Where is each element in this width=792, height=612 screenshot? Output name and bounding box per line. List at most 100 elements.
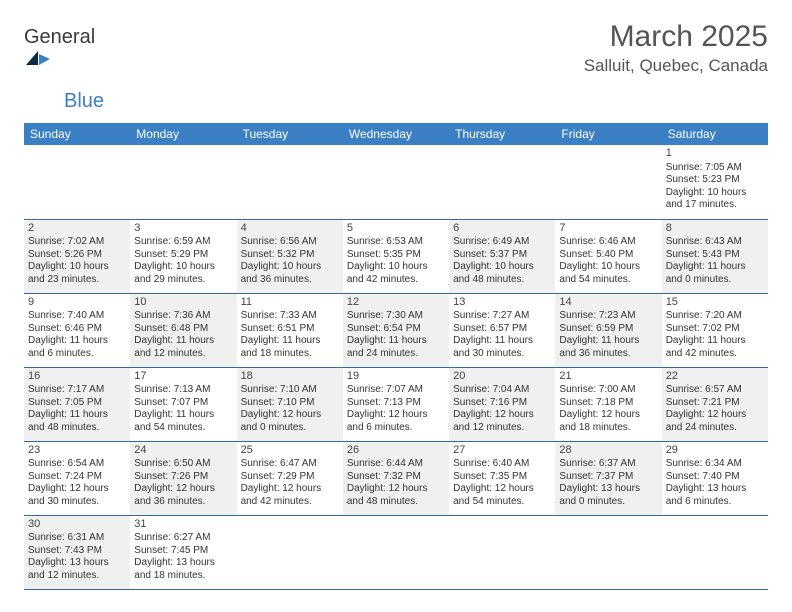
sunset-line: Sunset: 5:37 PM xyxy=(453,249,551,262)
daylight-line: Daylight: 11 hours and 18 minutes. xyxy=(241,335,339,360)
day-number: 20 xyxy=(453,370,551,384)
calendar-cell: 24Sunrise: 6:50 AMSunset: 7:26 PMDayligh… xyxy=(130,441,236,515)
day-number: 22 xyxy=(666,370,764,384)
sunrise-line: Sunrise: 7:05 AM xyxy=(666,162,764,175)
calendar-cell: 1Sunrise: 7:05 AMSunset: 5:23 PMDaylight… xyxy=(662,145,768,219)
sunrise-line: Sunrise: 7:13 AM xyxy=(134,384,232,397)
day-number: 10 xyxy=(134,296,232,310)
calendar-cell: 15Sunrise: 7:20 AMSunset: 7:02 PMDayligh… xyxy=(662,293,768,367)
daylight-line: Daylight: 11 hours and 42 minutes. xyxy=(666,335,764,360)
calendar-cell: 10Sunrise: 7:36 AMSunset: 6:48 PMDayligh… xyxy=(130,293,236,367)
sunrise-line: Sunrise: 7:27 AM xyxy=(453,310,551,323)
calendar-row: 1Sunrise: 7:05 AMSunset: 5:23 PMDaylight… xyxy=(24,145,768,219)
sunset-line: Sunset: 6:54 PM xyxy=(347,323,445,336)
calendar-cell: 30Sunrise: 6:31 AMSunset: 7:43 PMDayligh… xyxy=(24,515,130,589)
sunset-line: Sunset: 6:59 PM xyxy=(559,323,657,336)
sunset-line: Sunset: 7:21 PM xyxy=(666,397,764,410)
sunset-line: Sunset: 7:35 PM xyxy=(453,471,551,484)
day-cell: 14Sunrise: 7:23 AMSunset: 6:59 PMDayligh… xyxy=(555,294,661,367)
calendar-cell: 7Sunrise: 6:46 AMSunset: 5:40 PMDaylight… xyxy=(555,219,661,293)
calendar-cell: 6Sunrise: 6:49 AMSunset: 5:37 PMDaylight… xyxy=(449,219,555,293)
sunrise-line: Sunrise: 6:44 AM xyxy=(347,458,445,471)
daylight-line: Daylight: 11 hours and 24 minutes. xyxy=(347,335,445,360)
daylight-line: Daylight: 12 hours and 54 minutes. xyxy=(453,483,551,508)
weekday-header-row: Sunday Monday Tuesday Wednesday Thursday… xyxy=(24,123,768,145)
sunset-line: Sunset: 6:48 PM xyxy=(134,323,232,336)
calendar-row: 30Sunrise: 6:31 AMSunset: 7:43 PMDayligh… xyxy=(24,515,768,589)
daylight-line: Daylight: 12 hours and 24 minutes. xyxy=(666,409,764,434)
logo-text: General Blue xyxy=(24,26,104,113)
daylight-line: Daylight: 13 hours and 18 minutes. xyxy=(134,557,232,582)
logo-blue: Blue xyxy=(64,90,104,112)
sunset-line: Sunset: 7:29 PM xyxy=(241,471,339,484)
day-cell: 18Sunrise: 7:10 AMSunset: 7:10 PMDayligh… xyxy=(237,368,343,441)
calendar-cell xyxy=(555,145,661,219)
day-cell: 25Sunrise: 6:47 AMSunset: 7:29 PMDayligh… xyxy=(237,442,343,515)
calendar-cell xyxy=(343,515,449,589)
sunset-line: Sunset: 5:35 PM xyxy=(347,249,445,262)
sunrise-line: Sunrise: 7:02 AM xyxy=(28,236,126,249)
day-cell: 24Sunrise: 6:50 AMSunset: 7:26 PMDayligh… xyxy=(130,442,236,515)
sunrise-line: Sunrise: 6:31 AM xyxy=(28,532,126,545)
sunset-line: Sunset: 6:57 PM xyxy=(453,323,551,336)
sunset-line: Sunset: 7:18 PM xyxy=(559,397,657,410)
sunrise-line: Sunrise: 6:53 AM xyxy=(347,236,445,249)
day-number: 21 xyxy=(559,370,657,384)
daylight-line: Daylight: 10 hours and 48 minutes. xyxy=(453,261,551,286)
day-cell: 6Sunrise: 6:49 AMSunset: 5:37 PMDaylight… xyxy=(449,220,555,293)
calendar-cell: 31Sunrise: 6:27 AMSunset: 7:45 PMDayligh… xyxy=(130,515,236,589)
daylight-line: Daylight: 12 hours and 42 minutes. xyxy=(241,483,339,508)
sunset-line: Sunset: 7:13 PM xyxy=(347,397,445,410)
daylight-line: Daylight: 10 hours and 36 minutes. xyxy=(241,261,339,286)
day-number: 14 xyxy=(559,296,657,310)
day-number: 2 xyxy=(28,222,126,236)
day-number: 17 xyxy=(134,370,232,384)
day-cell: 8Sunrise: 6:43 AMSunset: 5:43 PMDaylight… xyxy=(662,220,768,293)
day-number: 15 xyxy=(666,296,764,310)
daylight-line: Daylight: 12 hours and 48 minutes. xyxy=(347,483,445,508)
day-number: 24 xyxy=(134,444,232,458)
sunset-line: Sunset: 7:45 PM xyxy=(134,545,232,558)
sunrise-line: Sunrise: 7:04 AM xyxy=(453,384,551,397)
daylight-line: Daylight: 10 hours and 54 minutes. xyxy=(559,261,657,286)
logo-general: General xyxy=(24,26,95,48)
sunset-line: Sunset: 5:43 PM xyxy=(666,249,764,262)
daylight-line: Daylight: 12 hours and 30 minutes. xyxy=(28,483,126,508)
day-cell: 29Sunrise: 6:34 AMSunset: 7:40 PMDayligh… xyxy=(662,442,768,515)
sunrise-line: Sunrise: 7:23 AM xyxy=(559,310,657,323)
sunset-line: Sunset: 5:26 PM xyxy=(28,249,126,262)
daylight-line: Daylight: 12 hours and 12 minutes. xyxy=(453,409,551,434)
sunrise-line: Sunrise: 6:49 AM xyxy=(453,236,551,249)
day-number: 12 xyxy=(347,296,445,310)
day-number: 9 xyxy=(28,296,126,310)
day-number: 1 xyxy=(666,147,764,161)
sunrise-line: Sunrise: 7:17 AM xyxy=(28,384,126,397)
sunset-line: Sunset: 5:32 PM xyxy=(241,249,339,262)
sunrise-line: Sunrise: 6:46 AM xyxy=(559,236,657,249)
calendar-cell: 29Sunrise: 6:34 AMSunset: 7:40 PMDayligh… xyxy=(662,441,768,515)
sunset-line: Sunset: 7:16 PM xyxy=(453,397,551,410)
day-cell: 27Sunrise: 6:40 AMSunset: 7:35 PMDayligh… xyxy=(449,442,555,515)
day-number: 7 xyxy=(559,222,657,236)
weekday-header: Friday xyxy=(555,123,661,145)
calendar-cell: 27Sunrise: 6:40 AMSunset: 7:35 PMDayligh… xyxy=(449,441,555,515)
daylight-line: Daylight: 10 hours and 23 minutes. xyxy=(28,261,126,286)
daylight-line: Daylight: 11 hours and 36 minutes. xyxy=(559,335,657,360)
day-cell: 1Sunrise: 7:05 AMSunset: 5:23 PMDaylight… xyxy=(662,145,768,219)
day-cell: 12Sunrise: 7:30 AMSunset: 6:54 PMDayligh… xyxy=(343,294,449,367)
day-number: 19 xyxy=(347,370,445,384)
day-number: 8 xyxy=(666,222,764,236)
sunset-line: Sunset: 7:37 PM xyxy=(559,471,657,484)
sunrise-line: Sunrise: 7:00 AM xyxy=(559,384,657,397)
header: GeneralBlue March 2025 Salluit, Quebec, … xyxy=(24,20,768,113)
day-number: 4 xyxy=(241,222,339,236)
logo-sail-icon xyxy=(24,49,104,67)
daylight-line: Daylight: 13 hours and 0 minutes. xyxy=(559,483,657,508)
daylight-line: Daylight: 11 hours and 12 minutes. xyxy=(134,335,232,360)
day-number: 28 xyxy=(559,444,657,458)
weekday-header: Tuesday xyxy=(237,123,343,145)
calendar-cell xyxy=(24,145,130,219)
weekday-header: Wednesday xyxy=(343,123,449,145)
weekday-header: Sunday xyxy=(24,123,130,145)
daylight-line: Daylight: 11 hours and 6 minutes. xyxy=(28,335,126,360)
